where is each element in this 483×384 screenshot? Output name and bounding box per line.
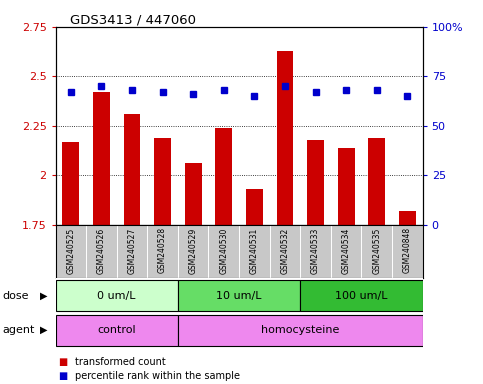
Bar <box>307 140 324 225</box>
Bar <box>399 211 416 225</box>
Text: GSM240535: GSM240535 <box>372 227 381 274</box>
Text: GSM240529: GSM240529 <box>189 227 198 273</box>
Text: 100 um/L: 100 um/L <box>335 291 388 301</box>
Text: GSM240533: GSM240533 <box>311 227 320 274</box>
Text: 0 um/L: 0 um/L <box>98 291 136 301</box>
Text: ▶: ▶ <box>40 291 47 301</box>
Bar <box>185 163 201 225</box>
Text: GDS3413 / 447060: GDS3413 / 447060 <box>70 13 196 26</box>
Text: GSM240531: GSM240531 <box>250 227 259 273</box>
Bar <box>215 128 232 225</box>
Text: GSM240532: GSM240532 <box>281 227 289 273</box>
Bar <box>178 315 423 346</box>
Bar <box>246 189 263 225</box>
Text: percentile rank within the sample: percentile rank within the sample <box>75 371 240 381</box>
Text: GSM240848: GSM240848 <box>403 227 412 273</box>
Bar <box>56 315 178 346</box>
Bar <box>124 114 141 225</box>
Text: homocysteine: homocysteine <box>261 325 340 335</box>
Text: control: control <box>98 325 136 335</box>
Bar <box>178 280 300 311</box>
Bar <box>93 92 110 225</box>
Bar <box>369 137 385 225</box>
Bar <box>277 51 293 225</box>
Text: ▶: ▶ <box>40 325 47 335</box>
Text: GSM240528: GSM240528 <box>158 227 167 273</box>
Text: ■: ■ <box>58 371 67 381</box>
Text: GSM240530: GSM240530 <box>219 227 228 274</box>
Text: 10 um/L: 10 um/L <box>216 291 262 301</box>
Text: GSM240534: GSM240534 <box>341 227 351 274</box>
Text: GSM240525: GSM240525 <box>66 227 75 273</box>
Text: GSM240526: GSM240526 <box>97 227 106 273</box>
Text: dose: dose <box>2 291 29 301</box>
Text: GSM240527: GSM240527 <box>128 227 137 273</box>
Bar <box>56 280 178 311</box>
Bar <box>154 137 171 225</box>
Text: ■: ■ <box>58 357 67 367</box>
Text: agent: agent <box>2 325 35 335</box>
Bar <box>338 147 355 225</box>
Text: transformed count: transformed count <box>75 357 166 367</box>
Bar <box>300 280 423 311</box>
Bar <box>62 142 79 225</box>
